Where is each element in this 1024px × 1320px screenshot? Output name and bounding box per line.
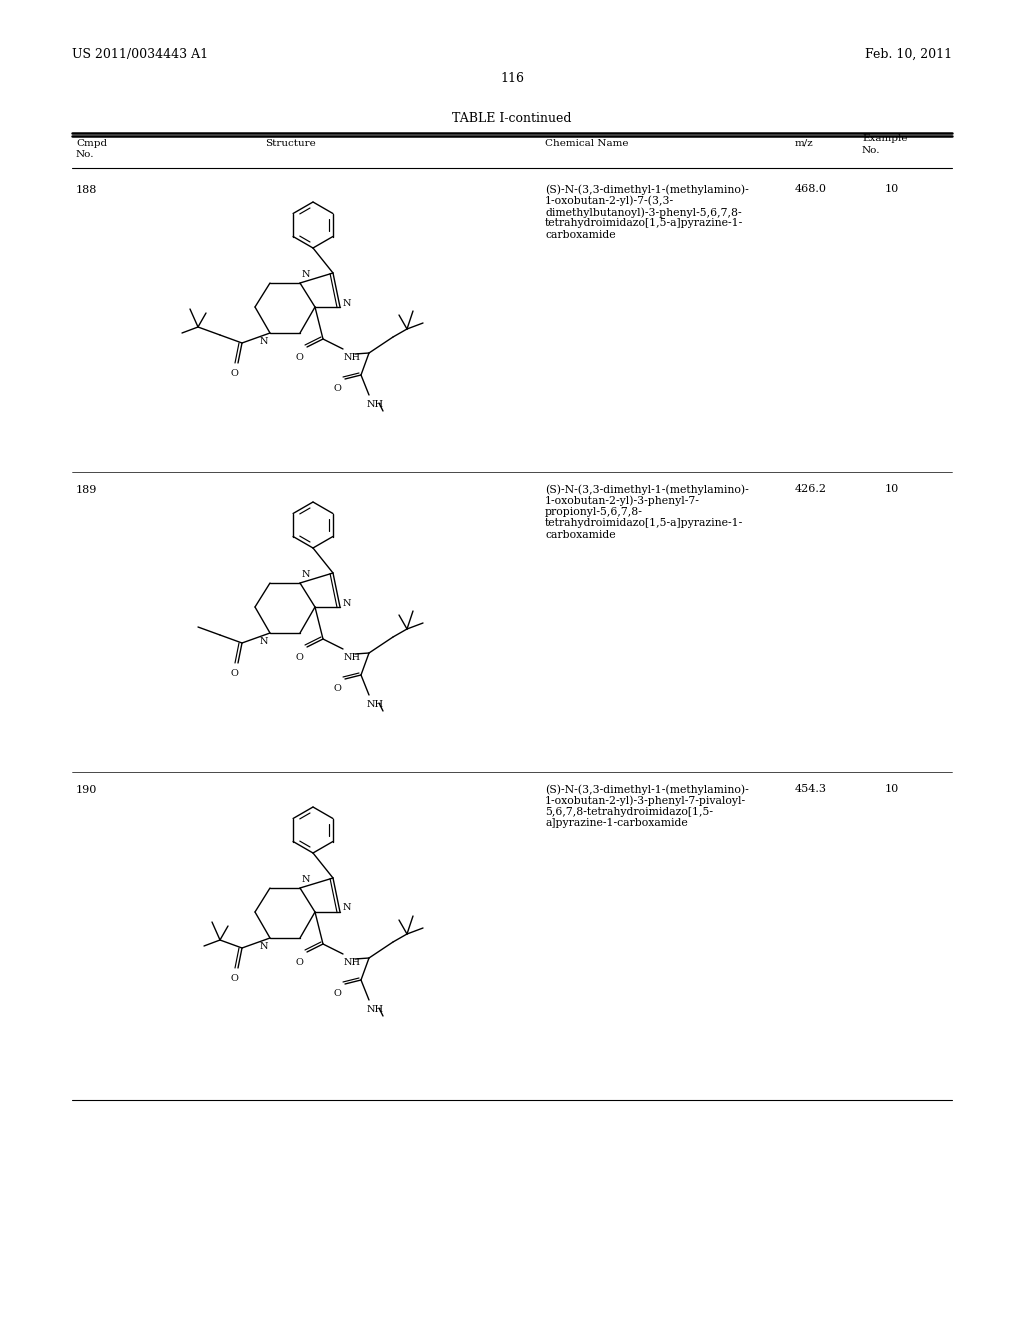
Text: 426.2: 426.2 — [795, 484, 827, 494]
Text: 10: 10 — [885, 784, 899, 795]
Text: (S)-N-(3,3-dimethyl-1-(methylamino)-: (S)-N-(3,3-dimethyl-1-(methylamino)- — [545, 484, 749, 495]
Text: 10: 10 — [885, 484, 899, 494]
Text: m/z: m/z — [795, 139, 814, 148]
Text: 1-oxobutan-2-yl)-3-phenyl-7-pivaloyl-: 1-oxobutan-2-yl)-3-phenyl-7-pivaloyl- — [545, 796, 746, 807]
Text: Structure: Structure — [264, 139, 315, 148]
Text: N: N — [343, 903, 351, 912]
Text: 468.0: 468.0 — [795, 183, 827, 194]
Text: 188: 188 — [76, 185, 97, 195]
Text: 189: 189 — [76, 484, 97, 495]
Text: O: O — [333, 684, 341, 693]
Text: Cmpd: Cmpd — [76, 139, 108, 148]
Text: TABLE I-continued: TABLE I-continued — [453, 112, 571, 125]
Text: N: N — [302, 875, 310, 884]
Text: N: N — [302, 570, 310, 579]
Text: No.: No. — [862, 147, 881, 154]
Text: dimethylbutanoyl)-3-phenyl-5,6,7,8-: dimethylbutanoyl)-3-phenyl-5,6,7,8- — [545, 207, 741, 218]
Text: O: O — [295, 958, 303, 968]
Text: 1-oxobutan-2-yl)-7-(3,3-: 1-oxobutan-2-yl)-7-(3,3- — [545, 195, 674, 206]
Text: Feb. 10, 2011: Feb. 10, 2011 — [865, 48, 952, 61]
Text: (S)-N-(3,3-dimethyl-1-(methylamino)-: (S)-N-(3,3-dimethyl-1-(methylamino)- — [545, 784, 749, 795]
Text: carboxamide: carboxamide — [545, 531, 615, 540]
Text: N: N — [259, 638, 268, 645]
Text: NH: NH — [344, 352, 361, 362]
Text: 116: 116 — [500, 73, 524, 84]
Text: carboxamide: carboxamide — [545, 230, 615, 240]
Text: NH: NH — [367, 1005, 384, 1014]
Text: Chemical Name: Chemical Name — [545, 139, 629, 148]
Text: 1-oxobutan-2-yl)-3-phenyl-7-: 1-oxobutan-2-yl)-3-phenyl-7- — [545, 495, 699, 506]
Text: N: N — [343, 598, 351, 607]
Text: N: N — [259, 942, 268, 950]
Text: (S)-N-(3,3-dimethyl-1-(methylamino)-: (S)-N-(3,3-dimethyl-1-(methylamino)- — [545, 183, 749, 194]
Text: O: O — [333, 989, 341, 998]
Text: US 2011/0034443 A1: US 2011/0034443 A1 — [72, 48, 208, 61]
Text: propionyl-5,6,7,8-: propionyl-5,6,7,8- — [545, 507, 643, 517]
Text: N: N — [302, 271, 310, 279]
Text: No.: No. — [76, 150, 94, 158]
Text: 10: 10 — [885, 183, 899, 194]
Text: tetrahydroimidazo[1,5-a]pyrazine-1-: tetrahydroimidazo[1,5-a]pyrazine-1- — [545, 219, 743, 228]
Text: N: N — [259, 337, 268, 346]
Text: O: O — [333, 384, 341, 393]
Text: Example: Example — [862, 135, 907, 143]
Text: 454.3: 454.3 — [795, 784, 827, 795]
Text: NH: NH — [344, 958, 361, 968]
Text: O: O — [295, 352, 303, 362]
Text: O: O — [295, 653, 303, 663]
Text: tetrahydroimidazo[1,5-a]pyrazine-1-: tetrahydroimidazo[1,5-a]pyrazine-1- — [545, 519, 743, 528]
Text: NH: NH — [367, 700, 384, 709]
Text: 190: 190 — [76, 785, 97, 795]
Text: NH: NH — [344, 653, 361, 663]
Text: a]pyrazine-1-carboxamide: a]pyrazine-1-carboxamide — [545, 818, 688, 829]
Text: O: O — [230, 370, 238, 378]
Text: O: O — [230, 974, 238, 983]
Text: 5,6,7,8-tetrahydroimidazo[1,5-: 5,6,7,8-tetrahydroimidazo[1,5- — [545, 807, 713, 817]
Text: N: N — [343, 298, 351, 308]
Text: NH: NH — [367, 400, 384, 409]
Text: O: O — [230, 669, 238, 678]
